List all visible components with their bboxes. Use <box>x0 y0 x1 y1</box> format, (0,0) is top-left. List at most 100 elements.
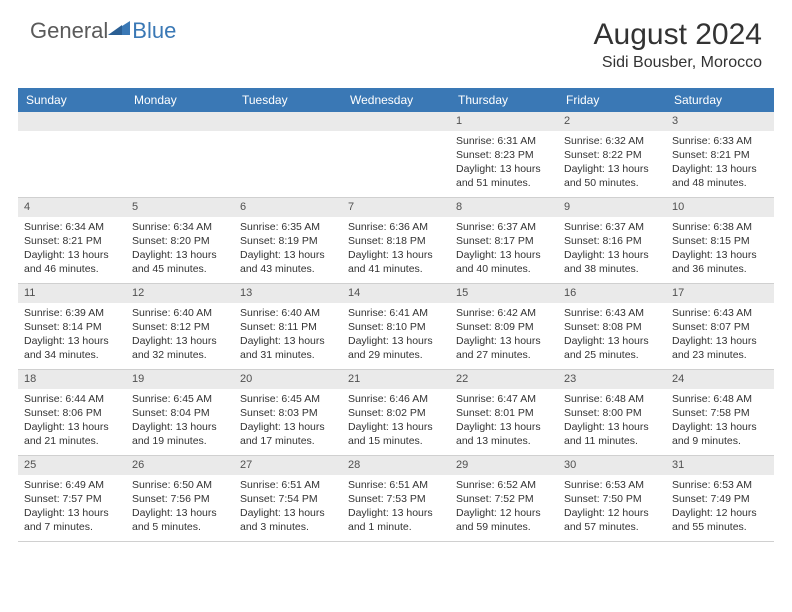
cell-body: Sunrise: 6:39 AMSunset: 8:14 PMDaylight:… <box>18 303 126 367</box>
daylight-line-1: Daylight: 13 hours <box>456 420 552 434</box>
calendar-cell: 28 Sunrise: 6:51 AMSunset: 7:53 PMDayligh… <box>342 456 450 542</box>
day-number: 11 <box>18 284 126 303</box>
daylight-line-2: and 3 minutes. <box>240 520 336 534</box>
daylight-line-1: Daylight: 13 hours <box>24 334 120 348</box>
header: General Blue August 2024 Sidi Bousber, M… <box>0 0 792 80</box>
sunset-line: Sunset: 8:18 PM <box>348 234 444 248</box>
day-number-empty <box>18 112 126 131</box>
day-number: 21 <box>342 370 450 389</box>
sunrise-line: Sunrise: 6:34 AM <box>132 220 228 234</box>
daylight-line-1: Daylight: 13 hours <box>348 334 444 348</box>
sunset-line: Sunset: 8:09 PM <box>456 320 552 334</box>
daylight-line-2: and 51 minutes. <box>456 176 552 190</box>
cell-body: Sunrise: 6:42 AMSunset: 8:09 PMDaylight:… <box>450 303 558 367</box>
day-number: 10 <box>666 198 774 217</box>
cell-body: Sunrise: 6:45 AMSunset: 8:04 PMDaylight:… <box>126 389 234 453</box>
daylight-line-1: Daylight: 13 hours <box>348 420 444 434</box>
daylight-line-2: and 7 minutes. <box>24 520 120 534</box>
daylight-line-1: Daylight: 13 hours <box>456 334 552 348</box>
calendar-cell: 8Sunrise: 6:37 AMSunset: 8:17 PMDaylight… <box>450 198 558 284</box>
daylight-line-2: and 40 minutes. <box>456 262 552 276</box>
sunrise-line: Sunrise: 6:44 AM <box>24 392 120 406</box>
day-number-empty <box>234 112 342 131</box>
daylight-line-2: and 27 minutes. <box>456 348 552 362</box>
daylight-line-1: Daylight: 13 hours <box>348 506 444 520</box>
day-header: Sunday <box>18 88 126 112</box>
cell-body: Sunrise: 6:44 AMSunset: 8:06 PMDaylight:… <box>18 389 126 453</box>
day-header: Saturday <box>666 88 774 112</box>
cell-body: Sunrise: 6:53 AMSunset: 7:49 PMDaylight:… <box>666 475 774 539</box>
sunset-line: Sunset: 7:53 PM <box>348 492 444 506</box>
calendar-week: 4Sunrise: 6:34 AMSunset: 8:21 PMDaylight… <box>18 198 774 284</box>
cell-body: Sunrise: 6:31 AMSunset: 8:23 PMDaylight:… <box>450 131 558 195</box>
logo: General Blue <box>30 18 176 44</box>
calendar-cell: 13Sunrise: 6:40 AMSunset: 8:11 PMDayligh… <box>234 284 342 370</box>
sunrise-line: Sunrise: 6:43 AM <box>672 306 768 320</box>
sunset-line: Sunset: 7:54 PM <box>240 492 336 506</box>
calendar-cell: 26Sunrise: 6:50 AMSunset: 7:56 PMDayligh… <box>126 456 234 542</box>
calendar-cell: 1Sunrise: 6:31 AMSunset: 8:23 PMDaylight… <box>450 112 558 198</box>
logo-text-blue: Blue <box>132 18 176 44</box>
day-number: 16 <box>558 284 666 303</box>
day-number: 17 <box>666 284 774 303</box>
calendar-cell: 31Sunrise: 6:53 AMSunset: 7:49 PMDayligh… <box>666 456 774 542</box>
daylight-line-1: Daylight: 13 hours <box>348 248 444 262</box>
day-number-empty <box>126 112 234 131</box>
daylight-line-2: and 43 minutes. <box>240 262 336 276</box>
daylight-line-2: and 46 minutes. <box>24 262 120 276</box>
cell-body: Sunrise: 6:34 AMSunset: 8:21 PMDaylight:… <box>18 217 126 281</box>
sunset-line: Sunset: 8:23 PM <box>456 148 552 162</box>
daylight-line-2: and 59 minutes. <box>456 520 552 534</box>
day-number: 25 <box>18 456 126 475</box>
calendar-cell: 17Sunrise: 6:43 AMSunset: 8:07 PMDayligh… <box>666 284 774 370</box>
sunset-line: Sunset: 8:20 PM <box>132 234 228 248</box>
cell-body: Sunrise: 6:40 AMSunset: 8:11 PMDaylight:… <box>234 303 342 367</box>
sunrise-line: Sunrise: 6:33 AM <box>672 134 768 148</box>
sunset-line: Sunset: 7:56 PM <box>132 492 228 506</box>
daylight-line-2: and 21 minutes. <box>24 434 120 448</box>
daylight-line-2: and 34 minutes. <box>24 348 120 362</box>
sunrise-line: Sunrise: 6:53 AM <box>564 478 660 492</box>
day-header: Thursday <box>450 88 558 112</box>
calendar-cell <box>342 112 450 198</box>
sunrise-line: Sunrise: 6:37 AM <box>564 220 660 234</box>
daylight-line-1: Daylight: 13 hours <box>456 248 552 262</box>
daylight-line-2: and 13 minutes. <box>456 434 552 448</box>
day-number: 28 <box>342 456 450 475</box>
cell-body: Sunrise: 6:37 AMSunset: 8:17 PMDaylight:… <box>450 217 558 281</box>
daylight-line-1: Daylight: 13 hours <box>564 248 660 262</box>
calendar: SundayMondayTuesdayWednesdayThursdayFrid… <box>18 88 774 542</box>
day-number: 29 <box>450 456 558 475</box>
cell-body: Sunrise: 6:35 AMSunset: 8:19 PMDaylight:… <box>234 217 342 281</box>
day-number: 26 <box>126 456 234 475</box>
sunset-line: Sunset: 8:01 PM <box>456 406 552 420</box>
logo-text-general: General <box>30 18 108 44</box>
cell-body: Sunrise: 6:48 AMSunset: 7:58 PMDaylight:… <box>666 389 774 453</box>
calendar-week: 18Sunrise: 6:44 AMSunset: 8:06 PMDayligh… <box>18 370 774 456</box>
cell-body: Sunrise: 6:36 AMSunset: 8:18 PMDaylight:… <box>342 217 450 281</box>
sunrise-line: Sunrise: 6:51 AM <box>348 478 444 492</box>
day-number: 5 <box>126 198 234 217</box>
daylight-line-1: Daylight: 13 hours <box>24 506 120 520</box>
daylight-line-2: and 50 minutes. <box>564 176 660 190</box>
daylight-line-1: Daylight: 13 hours <box>564 420 660 434</box>
sunset-line: Sunset: 7:52 PM <box>456 492 552 506</box>
day-number: 12 <box>126 284 234 303</box>
sunset-line: Sunset: 8:22 PM <box>564 148 660 162</box>
calendar-cell: 22Sunrise: 6:47 AMSunset: 8:01 PMDayligh… <box>450 370 558 456</box>
sunrise-line: Sunrise: 6:45 AM <box>132 392 228 406</box>
calendar-cell: 25Sunrise: 6:49 AMSunset: 7:57 PMDayligh… <box>18 456 126 542</box>
sunrise-line: Sunrise: 6:49 AM <box>24 478 120 492</box>
location-subtitle: Sidi Bousber, Morocco <box>594 54 762 72</box>
sunrise-line: Sunrise: 6:36 AM <box>348 220 444 234</box>
daylight-line-2: and 17 minutes. <box>240 434 336 448</box>
daylight-line-2: and 55 minutes. <box>672 520 768 534</box>
daylight-line-1: Daylight: 13 hours <box>132 334 228 348</box>
day-number: 23 <box>558 370 666 389</box>
cell-body: Sunrise: 6:41 AMSunset: 8:10 PMDaylight:… <box>342 303 450 367</box>
daylight-line-2: and 29 minutes. <box>348 348 444 362</box>
sunset-line: Sunset: 7:58 PM <box>672 406 768 420</box>
daylight-line-2: and 36 minutes. <box>672 262 768 276</box>
daylight-line-1: Daylight: 12 hours <box>564 506 660 520</box>
sunset-line: Sunset: 8:11 PM <box>240 320 336 334</box>
